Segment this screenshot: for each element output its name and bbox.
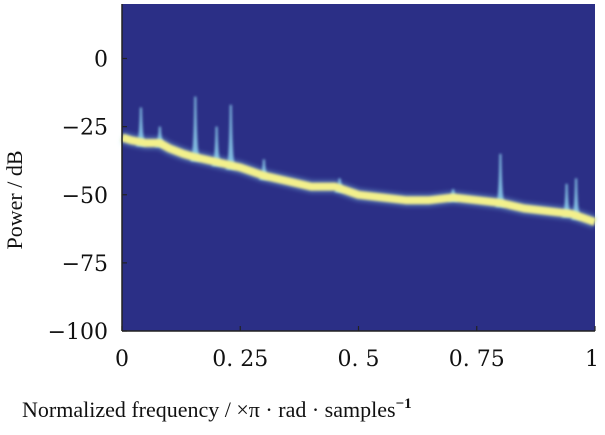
y-axis-title: Power / dB xyxy=(2,151,27,250)
x-axis-ticks: 0 0. 25 0. 5 0. 75 1 xyxy=(115,326,599,372)
plot-area xyxy=(122,4,595,331)
spectral-peak-4 xyxy=(225,104,236,170)
x-tick-label: 0 xyxy=(115,347,129,372)
spectral-peak-2 xyxy=(190,96,201,162)
x-tick-label: 0. 25 xyxy=(212,347,268,372)
spectrum-trace-line xyxy=(120,133,597,226)
x-axis-title: Normalized frequency / ×π · rad · sample… xyxy=(22,396,412,422)
x-tick-label: 1 xyxy=(585,347,599,372)
y-tick-label: −25 xyxy=(62,116,108,141)
spectral-peak-8 xyxy=(495,153,506,207)
y-tick-label: −50 xyxy=(62,184,108,209)
y-tick-label: −75 xyxy=(62,252,108,277)
x-axis-title-main: Normalized frequency / ×π · rad · sample… xyxy=(22,397,396,422)
y-axis-ticks: 0 −25 −50 −75 −100 xyxy=(48,48,127,345)
x-tick-label: 0. 75 xyxy=(449,347,505,372)
spectrum-trace xyxy=(120,131,598,229)
x-axis-title-superscript: −1 xyxy=(396,396,412,412)
y-tick-label: −100 xyxy=(48,320,108,345)
x-tick-label: 0. 5 xyxy=(338,347,380,372)
y-tick-label: 0 xyxy=(94,48,108,73)
